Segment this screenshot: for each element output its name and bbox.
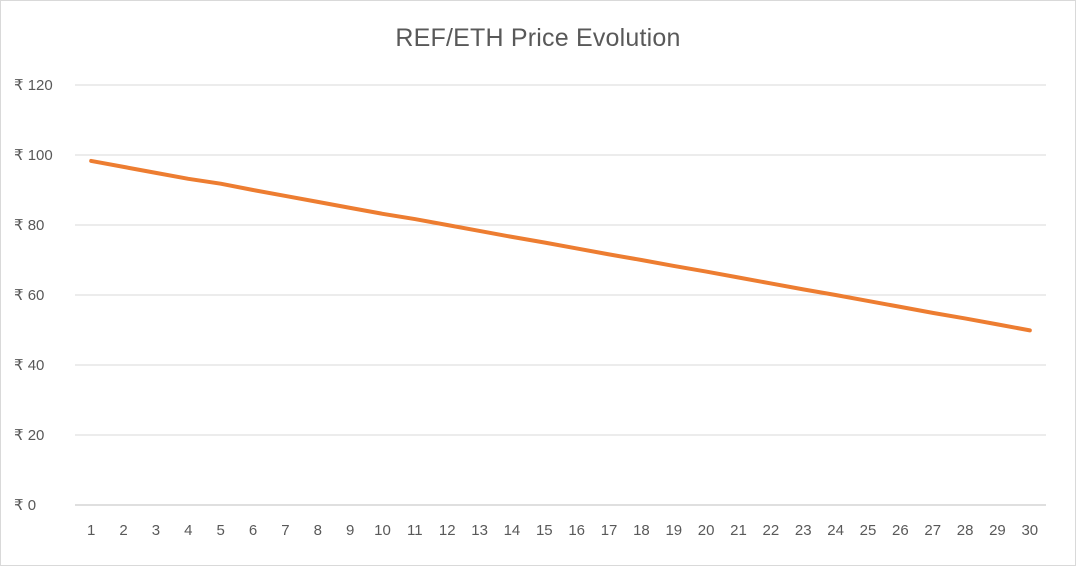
- x-tick-label: 11: [407, 522, 423, 539]
- y-tick-label: ₹ 120: [14, 77, 53, 94]
- x-tick-label: 3: [152, 522, 160, 539]
- x-tick-label: 18: [633, 522, 650, 539]
- x-tick-label: 26: [892, 522, 909, 539]
- y-tick-label: ₹ 0: [14, 497, 36, 514]
- x-tick-label: 8: [314, 522, 322, 539]
- x-tick-label: 13: [471, 522, 488, 539]
- x-tick-label: 25: [860, 522, 877, 539]
- x-tick-label: 6: [249, 522, 257, 539]
- x-tick-label: 29: [989, 522, 1006, 539]
- x-tick-label: 23: [795, 522, 812, 539]
- x-tick-label: 2: [119, 522, 127, 539]
- x-tick-label: 20: [698, 522, 715, 539]
- x-tick-label: 22: [763, 522, 780, 539]
- y-tick-label: ₹ 60: [14, 287, 44, 304]
- y-axis-tick-labels: ₹ 0 ₹ 20 ₹ 40 ₹ 60 ₹ 80 ₹ 100 ₹ 120: [14, 77, 53, 514]
- x-tick-label: 5: [216, 522, 224, 539]
- y-tick-label: ₹ 20: [14, 427, 44, 444]
- x-tick-label: 19: [665, 522, 682, 539]
- x-tick-label: 24: [827, 522, 844, 539]
- x-tick-label: 30: [1021, 522, 1038, 539]
- x-tick-label: 27: [924, 522, 941, 539]
- x-tick-label: 17: [601, 522, 618, 539]
- y-tick-label: ₹ 100: [14, 147, 53, 164]
- y-tick-label: ₹ 80: [14, 217, 44, 234]
- x-tick-label: 1: [87, 522, 95, 539]
- x-tick-label: 28: [957, 522, 974, 539]
- x-tick-label: 14: [504, 522, 521, 539]
- x-tick-label: 16: [568, 522, 585, 539]
- x-tick-label: 12: [439, 522, 456, 539]
- series-line: [89, 158, 1032, 333]
- chart-title: REF/ETH Price Evolution: [395, 24, 681, 52]
- y-tick-label: ₹ 40: [14, 357, 44, 374]
- x-tick-label: 4: [184, 522, 192, 539]
- x-tick-label: 9: [346, 522, 354, 539]
- x-tick-label: 7: [281, 522, 289, 539]
- x-tick-label: 15: [536, 522, 553, 539]
- x-tick-label: 10: [374, 522, 391, 539]
- gridlines: [75, 84, 1046, 436]
- x-tick-label: 21: [730, 522, 747, 539]
- series-layer: [89, 158, 1032, 333]
- x-axis-tick-labels: 1 2 3 4 5 6 7 8 9 10 11 12 13 14 15 16 17 18 19 20 21 22 23 24 2…: [87, 522, 1038, 539]
